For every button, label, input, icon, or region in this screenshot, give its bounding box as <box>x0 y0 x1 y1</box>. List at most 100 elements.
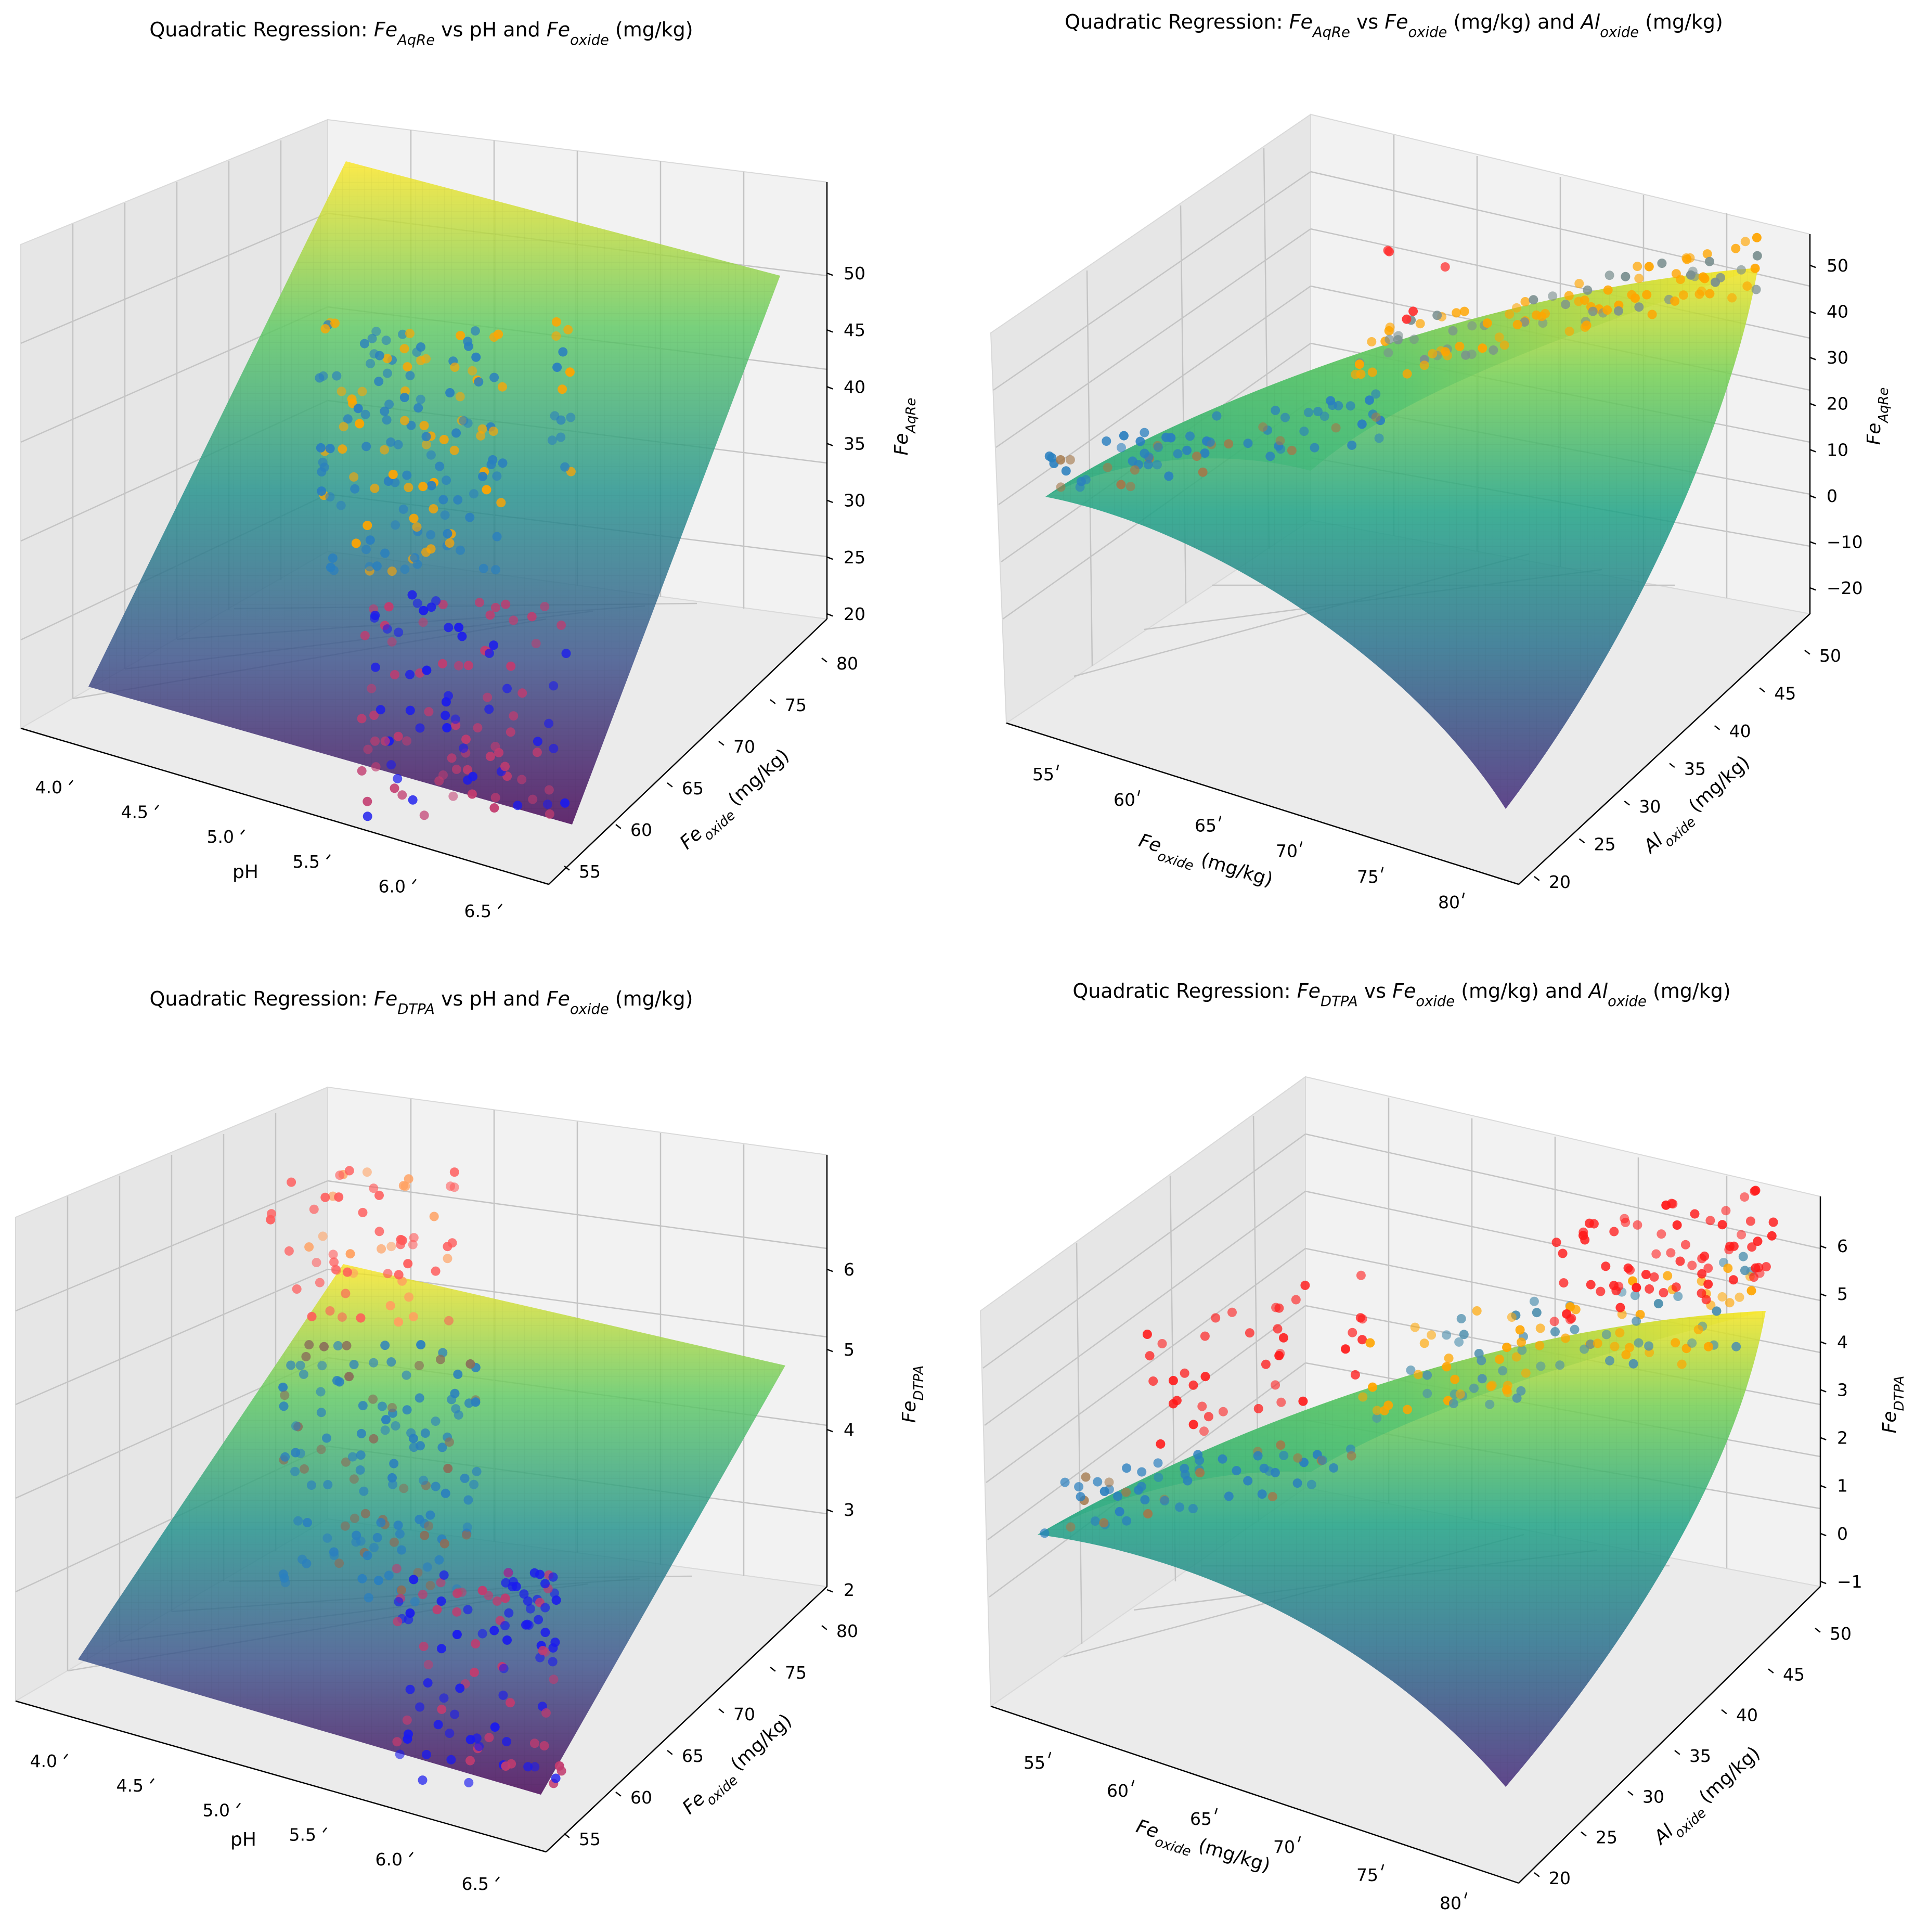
data-point <box>334 1559 344 1568</box>
x-tick-label: 65 <box>1190 1809 1212 1829</box>
data-point <box>1459 306 1469 316</box>
data-point <box>350 1513 359 1523</box>
data-point <box>1746 1286 1756 1296</box>
data-point <box>380 1425 390 1435</box>
y-tick-label: 50 <box>1819 646 1841 666</box>
data-point <box>426 450 436 460</box>
data-point <box>1419 360 1429 370</box>
x-tick-label: 60 <box>1107 1781 1129 1801</box>
data-point <box>382 415 392 425</box>
x-tick-mark <box>1056 764 1059 770</box>
data-point <box>363 744 373 754</box>
data-point <box>1455 341 1465 351</box>
data-point <box>450 1388 460 1398</box>
data-point <box>1116 480 1126 490</box>
data-point <box>1422 1388 1432 1398</box>
data-point <box>1562 1309 1572 1319</box>
data-point <box>1740 237 1750 247</box>
data-point <box>388 1479 398 1489</box>
data-point <box>1596 1286 1606 1296</box>
y-tick-mark <box>1721 1709 1727 1715</box>
data-point <box>302 1559 312 1568</box>
data-point <box>488 427 498 436</box>
data-point <box>1154 442 1163 452</box>
data-point <box>369 1542 379 1552</box>
z-tick-label: 30 <box>844 491 865 511</box>
data-point <box>1634 274 1644 284</box>
data-point <box>1512 1393 1522 1403</box>
data-point <box>439 1539 449 1549</box>
z-tick-label: 3 <box>844 1500 855 1520</box>
data-point <box>316 1387 326 1397</box>
data-point <box>463 661 473 671</box>
data-point <box>422 665 432 675</box>
y-tick-mark <box>821 1625 827 1630</box>
data-point <box>1750 263 1760 273</box>
data-point <box>421 432 431 442</box>
data-point <box>1204 1412 1213 1422</box>
data-point <box>540 1579 550 1589</box>
data-point <box>439 435 449 444</box>
data-point <box>1731 243 1741 253</box>
data-point <box>406 1428 416 1438</box>
data-point <box>501 599 511 609</box>
data-point <box>330 318 340 328</box>
data-point <box>523 1762 533 1772</box>
data-point <box>556 415 566 425</box>
y-tick-mark <box>1768 1668 1774 1674</box>
data-point <box>393 731 403 741</box>
data-point <box>445 538 455 548</box>
data-point <box>1347 440 1357 450</box>
scatter-points <box>1549 1186 1778 1326</box>
data-point <box>1641 1270 1651 1280</box>
data-point <box>1379 1406 1389 1415</box>
panel-fe-dtpa-feoxide-aloxide: Quadratic Regression: FeDTPA vs Feoxide … <box>979 980 1907 1913</box>
data-point <box>1306 1479 1316 1489</box>
z-tick-mark <box>826 1589 833 1593</box>
data-point <box>455 1683 465 1693</box>
data-point <box>380 548 390 558</box>
data-point <box>465 1359 475 1369</box>
data-point <box>390 478 400 487</box>
x-tick-mark <box>495 1876 500 1882</box>
data-point <box>1357 1335 1367 1345</box>
y-tick-label: 60 <box>630 820 652 840</box>
data-point <box>1303 407 1313 417</box>
data-point <box>1211 1313 1221 1323</box>
data-point <box>1142 1330 1152 1339</box>
data-point <box>341 1289 351 1298</box>
data-point <box>404 1292 414 1302</box>
data-point <box>1180 1463 1189 1473</box>
data-point <box>393 1521 403 1530</box>
data-point <box>1602 305 1612 315</box>
data-point <box>1467 350 1477 359</box>
data-point <box>1494 332 1504 342</box>
data-point <box>443 1254 452 1264</box>
data-point <box>362 1167 372 1177</box>
data-point <box>1749 1272 1759 1282</box>
data-point <box>344 1372 354 1382</box>
data-point <box>426 530 436 540</box>
data-point <box>1422 1370 1432 1380</box>
y-tick-mark <box>564 1833 570 1838</box>
z-tick-mark <box>826 386 833 390</box>
data-point <box>1580 1344 1589 1354</box>
data-point <box>418 617 428 627</box>
data-point <box>437 1442 447 1452</box>
data-point <box>399 393 409 403</box>
data-point <box>319 1342 329 1351</box>
data-point <box>1603 285 1613 295</box>
data-point <box>381 336 391 345</box>
data-point <box>431 1266 441 1276</box>
data-point <box>1703 1263 1713 1273</box>
data-point <box>1157 1339 1167 1348</box>
x-axis-label: pH <box>232 861 258 883</box>
x-ticks: 4.0 4.5 5.0 5.5 6.0 6.5 <box>35 777 502 921</box>
data-point <box>1385 334 1394 344</box>
data-point <box>465 512 475 522</box>
data-point <box>1173 449 1183 459</box>
data-point <box>1218 1454 1227 1464</box>
data-point <box>301 1351 311 1361</box>
data-point <box>402 1405 412 1415</box>
